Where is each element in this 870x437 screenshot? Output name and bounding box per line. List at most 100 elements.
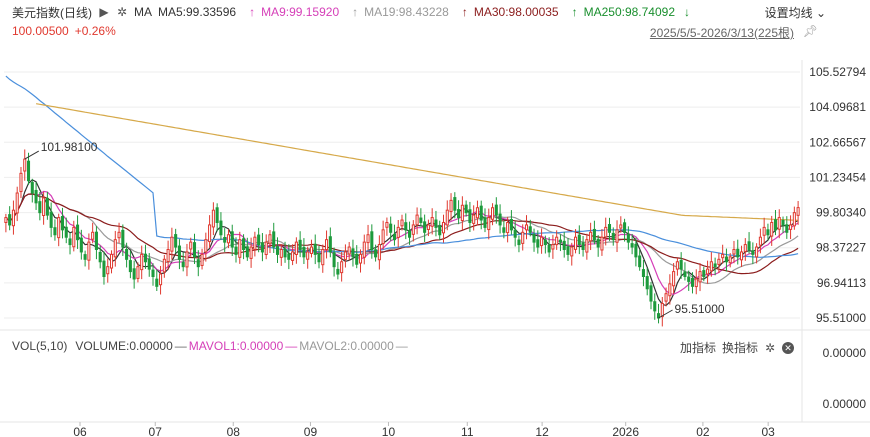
ma-label[interactable]: MA xyxy=(134,5,152,19)
candle-body xyxy=(257,234,261,246)
ma-long-gold-line xyxy=(36,103,799,221)
candle-body xyxy=(53,227,57,236)
candle-body xyxy=(83,254,87,260)
candle-body xyxy=(558,239,562,243)
x-tick-label: 02 xyxy=(696,425,710,437)
candle-body xyxy=(136,266,140,279)
chart-title[interactable]: 美元指数(日线) xyxy=(12,5,92,20)
candle-body xyxy=(347,246,351,255)
candle-body xyxy=(102,260,106,278)
candle-body xyxy=(796,207,800,216)
candle-body xyxy=(766,229,770,236)
candle-body xyxy=(204,239,208,253)
candle-body xyxy=(438,224,442,236)
candle-body xyxy=(226,234,231,244)
candle-body xyxy=(366,234,370,244)
add-indicator-button[interactable]: 加指标 xyxy=(679,341,716,355)
candle-body xyxy=(524,224,529,231)
candle-body xyxy=(589,231,593,242)
candle-body xyxy=(626,234,630,243)
vol-tick-label: 0.00000 xyxy=(823,397,867,411)
candle-body xyxy=(268,234,272,244)
x-tick-label: 09 xyxy=(304,425,318,437)
candle-body xyxy=(370,231,374,250)
candle-body xyxy=(279,248,283,258)
candle-body xyxy=(638,255,642,268)
candle-body xyxy=(543,239,547,246)
candle-body xyxy=(215,207,219,223)
candle-body xyxy=(166,248,170,263)
close-icon[interactable]: ✕ xyxy=(782,341,794,354)
candle-body xyxy=(185,251,189,268)
candle-body xyxy=(381,229,385,245)
ma-settings-label: 设置均线 xyxy=(764,6,813,20)
candle-body xyxy=(76,224,80,241)
candle-body xyxy=(15,192,19,214)
gear-icon[interactable]: ✲ xyxy=(116,5,128,19)
candle-body xyxy=(630,243,634,248)
candle-body xyxy=(219,220,223,236)
candle-body xyxy=(570,246,574,257)
switch-indicator-button[interactable]: 换指标 xyxy=(721,341,758,355)
candle-body xyxy=(521,231,525,244)
candle-body xyxy=(328,236,332,253)
candle-body xyxy=(106,266,110,275)
x-tick-label: 08 xyxy=(227,425,241,437)
candle-body xyxy=(340,261,344,274)
candle-body xyxy=(419,217,423,223)
play-icon[interactable]: ▶ xyxy=(99,5,109,19)
date-range[interactable]: 2025/5/5-2026/3/13(225根) xyxy=(649,26,794,40)
candle-body xyxy=(649,285,653,302)
candle-body xyxy=(502,227,506,233)
candle-body xyxy=(506,221,510,234)
candle-body xyxy=(291,251,295,261)
candle-body xyxy=(683,271,687,278)
candle-body xyxy=(230,231,234,248)
candle-body xyxy=(192,242,197,258)
x-tick-label: 11 xyxy=(461,425,474,437)
candle-body xyxy=(709,261,713,272)
candle-body xyxy=(72,226,76,248)
candle-body xyxy=(211,209,215,228)
mavol2-value: MAVOL2:0.00000 xyxy=(299,339,394,353)
candle-body xyxy=(585,239,589,253)
candle-body xyxy=(234,246,238,255)
candle-body xyxy=(509,219,513,231)
ma19-value: ↑ MA19:98.43228 xyxy=(352,5,449,19)
candle-body xyxy=(253,236,257,250)
candle-body xyxy=(607,224,612,233)
chevron-down-icon: ⌄ xyxy=(815,6,826,20)
ma9-line xyxy=(5,190,799,295)
candle-body xyxy=(272,231,276,248)
candle-body xyxy=(562,240,566,250)
candle-body xyxy=(532,233,536,243)
candle-body xyxy=(732,248,736,255)
candle-body xyxy=(540,236,544,247)
candle-body xyxy=(125,249,129,260)
candle-body xyxy=(374,249,378,258)
high-annotation-arrow xyxy=(24,150,39,160)
candle-body xyxy=(698,271,702,283)
candle-body xyxy=(615,229,619,243)
ma30-line xyxy=(5,193,799,275)
candle-body xyxy=(566,246,570,255)
candle-body xyxy=(453,197,457,211)
pin-icon[interactable]: 📌︎ xyxy=(802,24,818,38)
candle-body xyxy=(362,241,366,258)
candle-body xyxy=(773,219,778,231)
candle-body xyxy=(641,269,645,278)
candle-body xyxy=(57,217,61,239)
candle-body xyxy=(245,246,249,258)
candle-body xyxy=(109,253,114,269)
ma-settings-button[interactable]: 设置均线 ⌄ xyxy=(765,4,826,21)
candle-body xyxy=(551,244,555,250)
gear-icon[interactable]: ✲ xyxy=(764,340,776,355)
candle-body xyxy=(151,269,155,278)
candle-body xyxy=(694,278,698,288)
candle-body xyxy=(702,270,706,278)
candle-body xyxy=(23,158,27,172)
mavol2-dash: — xyxy=(395,339,408,353)
x-tick-label: 10 xyxy=(382,425,396,437)
mavol1-dash: — xyxy=(285,339,298,353)
